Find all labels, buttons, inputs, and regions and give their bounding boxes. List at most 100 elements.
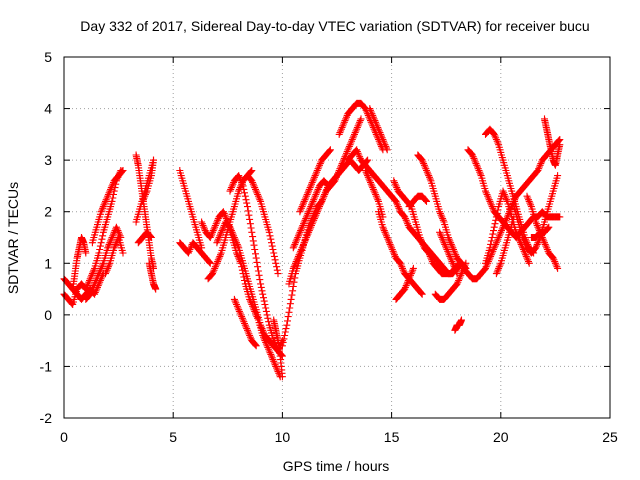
series-t32 [405,192,430,211]
data-point [384,235,392,243]
data-point [533,242,540,250]
data-point [368,110,376,118]
data-point [118,167,126,175]
data-point [238,179,246,186]
data-point [87,273,95,281]
y-tick-label: 3 [44,152,52,168]
data-point [219,223,227,231]
data-point [396,259,404,267]
data-point [418,239,426,247]
data-point [470,154,478,162]
data-point [274,368,282,376]
data-point [214,237,222,245]
data-point [233,251,241,259]
data-point [522,240,530,248]
data-point [298,223,306,231]
x-tick-label: 20 [493,429,509,445]
data-point [315,204,323,212]
data-point [233,240,241,248]
data-point [370,115,378,123]
data-point [107,184,115,192]
data-point [342,115,350,123]
x-tick-label: 5 [169,429,177,445]
data-point [533,240,541,248]
data-point [265,347,273,355]
data-point [290,263,298,271]
data-point [229,180,237,188]
data-point [452,266,460,274]
data-point [354,149,362,157]
data-point [356,118,364,126]
x-tick-labels: 0 5 10 15 20 25 [60,429,618,445]
data-point [438,213,446,221]
data-point [187,244,195,252]
data-point [555,136,563,144]
data-point [492,136,500,143]
data-point [257,280,265,288]
series-t35 [436,228,461,278]
data-point [366,177,374,185]
data-point [468,151,476,159]
data-point [257,323,265,331]
data-point [82,249,90,257]
data-point [300,199,307,207]
data-point [214,256,222,264]
data-point [235,187,243,195]
data-point [549,254,557,262]
data-point [256,196,264,204]
data-point [493,209,501,217]
data-point [346,141,354,149]
data-point [305,228,313,236]
data-point [427,254,435,262]
data-point [211,223,219,231]
data-point [295,251,303,259]
y-tick-label: 1 [44,255,52,271]
data-point [500,191,508,198]
data-point [270,249,278,257]
data-point [118,168,125,176]
data-point [290,242,298,250]
data-point [318,196,326,204]
data-point [495,264,503,272]
data-point [296,228,304,236]
data-point [440,239,448,247]
data-point [259,326,267,334]
data-point [448,242,456,250]
data-point [88,270,96,278]
data-point [102,268,110,276]
data-point [104,264,112,272]
data-point [535,163,543,171]
data-point [398,263,406,271]
data-point [288,291,296,299]
data-point [323,180,331,188]
data-point [293,235,301,243]
data-point [419,240,427,248]
data-point [248,177,256,185]
data-point [272,259,280,267]
data-point [297,246,305,253]
data-point [425,172,433,180]
data-point [309,218,317,226]
data-point [494,206,502,214]
data-point [355,120,363,128]
data-point [235,307,243,315]
data-point [285,308,293,316]
data-point [441,240,449,248]
data-point [312,170,320,178]
data-point [554,264,562,272]
data-point [237,311,245,319]
data-point [269,356,277,364]
data-point [213,218,221,226]
data-point [336,129,344,137]
series-t01 [60,167,125,308]
y-tick-label: 5 [44,49,52,65]
data-point [318,197,326,205]
data-point [302,215,310,223]
data-point [232,299,240,307]
data-point [345,144,353,152]
data-point [227,225,235,233]
data-point [249,237,257,245]
data-point [445,251,453,259]
data-point [522,252,530,260]
data-point [269,246,277,253]
